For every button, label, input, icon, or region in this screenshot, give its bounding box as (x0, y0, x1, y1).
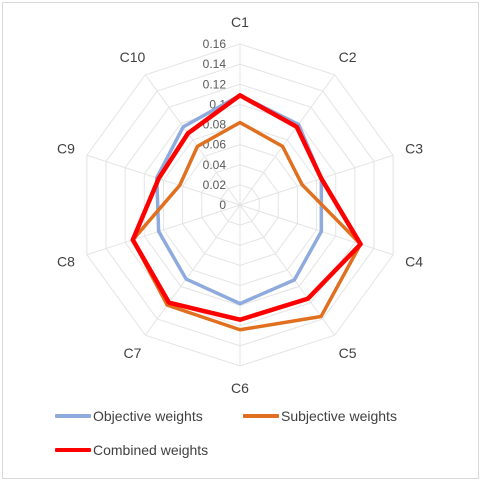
category-label: C2 (339, 49, 357, 65)
legend-swatch-combined (55, 448, 91, 452)
radar-grid (86, 43, 394, 367)
category-label: C9 (57, 140, 75, 156)
series-line (130, 93, 363, 322)
tick-label: 0.04 (203, 158, 227, 172)
legend-item-objective: Objective weights (55, 408, 203, 424)
tick-label: 0.12 (203, 77, 227, 91)
series-line (131, 120, 363, 332)
legend-item-subjective: Subjective weights (243, 408, 397, 424)
legend-label-subjective: Subjective weights (281, 408, 397, 424)
legend-swatch-subjective (243, 414, 279, 418)
tick-label: 0.16 (203, 37, 227, 51)
tick-label: 0 (219, 198, 226, 212)
category-label: C1 (231, 14, 249, 30)
legend-label-combined: Combined weights (93, 442, 209, 458)
category-label: C5 (339, 345, 357, 361)
grid-spoke (144, 204, 241, 336)
grid-spoke (239, 204, 336, 336)
tick-label: 0.02 (203, 178, 227, 192)
category-label: C4 (405, 254, 423, 270)
category-label: C8 (57, 254, 75, 270)
radar-series (130, 93, 363, 332)
legend-swatch-objective (55, 414, 91, 418)
category-label: C7 (123, 345, 141, 361)
grid-spoke (239, 74, 336, 206)
grid-spoke (86, 154, 241, 206)
grid-spoke (239, 154, 394, 206)
grid-spoke (86, 204, 241, 256)
category-label: C10 (120, 49, 146, 65)
radar-category-labels: C1 C2 C3 C4 C5 C6 C7 C8 C9 C10 (57, 14, 423, 396)
grid-spoke (144, 74, 241, 206)
legend-label-objective: Objective weights (93, 408, 203, 424)
grid-spoke (239, 204, 394, 256)
legend-item-combined: Combined weights (55, 442, 208, 458)
tick-label: 0.14 (203, 57, 227, 71)
category-label: C6 (231, 380, 249, 396)
category-label: C3 (405, 140, 423, 156)
radar-tick-labels: 00.020.040.060.080.10.120.140.16 (203, 37, 227, 212)
